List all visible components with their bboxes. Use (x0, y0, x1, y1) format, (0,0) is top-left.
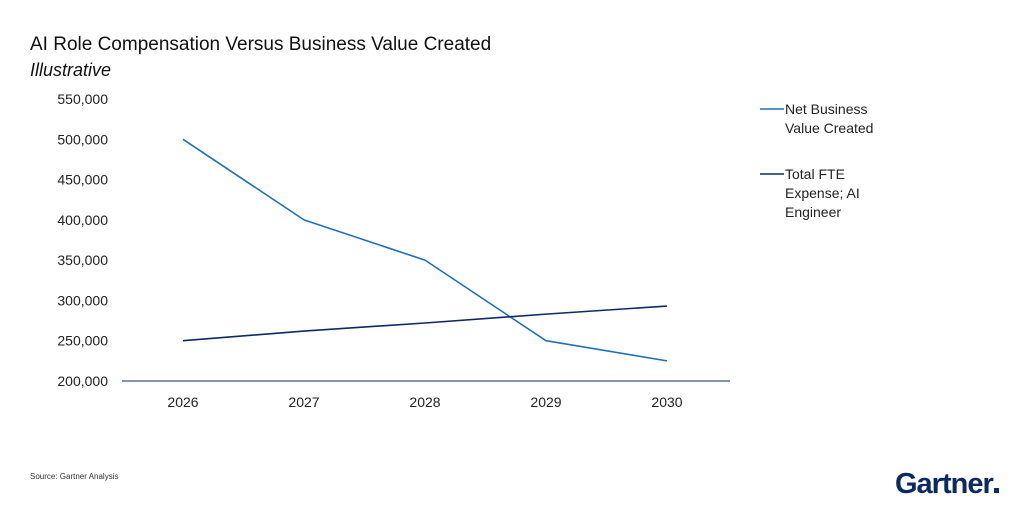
y-tick-label: 500,000 (57, 131, 108, 147)
y-tick-label: 450,000 (57, 172, 108, 188)
logo-dot (993, 488, 999, 493)
y-tick-label: 350,000 (57, 252, 108, 268)
x-tick-label: 2030 (651, 394, 682, 410)
x-tick-label: 2029 (530, 394, 561, 410)
y-tick-label: 550,000 (57, 91, 108, 107)
y-tick-label: 300,000 (57, 292, 108, 308)
gartner-logo: Gartner (895, 468, 999, 501)
y-tick-label: 200,000 (57, 373, 108, 389)
y-tick-label: 250,000 (57, 333, 108, 349)
legend-label: Net Business (785, 101, 867, 117)
x-tick-label: 2026 (167, 394, 198, 410)
legend-label: Engineer (785, 204, 841, 220)
legend-label: Value Created (785, 120, 873, 136)
source-note: Source: Gartner Analysis (30, 472, 119, 481)
series-line-net-business-value (182, 138, 668, 362)
x-tick-label: 2028 (409, 394, 440, 410)
x-tick-label: 2027 (288, 394, 319, 410)
chart-title: AI Role Compensation Versus Business Val… (30, 34, 492, 55)
chart-subtitle: Illustrative (30, 60, 112, 80)
series-line-total-fte-expense (182, 305, 668, 342)
logo-text: Gartner (895, 468, 994, 500)
legend-label: Total FTE (785, 166, 845, 182)
y-tick-label: 400,000 (57, 212, 108, 228)
legend-label: Expense; AI (785, 185, 860, 201)
